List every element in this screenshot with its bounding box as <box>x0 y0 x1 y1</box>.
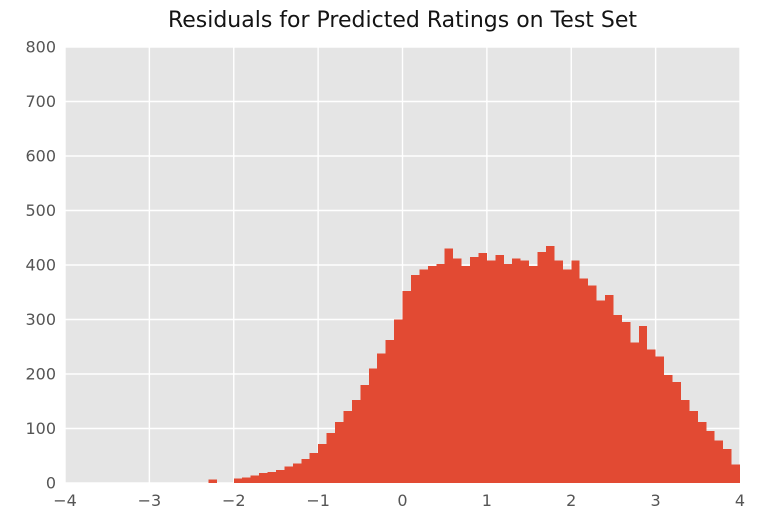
histogram-bar <box>545 245 555 483</box>
histogram-bar <box>697 421 707 483</box>
y-tick-label: 400 <box>25 256 56 275</box>
histogram-bar <box>562 269 572 483</box>
histogram-bar <box>537 251 546 483</box>
histogram-bar <box>486 260 496 483</box>
histogram-bar <box>478 253 487 483</box>
histogram-bar <box>394 319 403 483</box>
histogram-bar <box>495 255 504 483</box>
histogram-bar <box>250 475 260 483</box>
histogram-bar <box>309 453 319 483</box>
histogram-bar <box>318 443 327 483</box>
histogram-bar <box>284 466 293 483</box>
histogram-bar <box>706 431 715 483</box>
histogram-bar <box>233 478 243 483</box>
x-tick-label: −2 <box>222 491 246 510</box>
histogram-bar <box>360 384 369 483</box>
histogram-bar <box>259 473 268 483</box>
histogram-bar <box>731 464 740 483</box>
histogram-bar <box>680 400 690 483</box>
y-tick-label: 700 <box>25 92 56 111</box>
histogram-bar <box>385 340 395 483</box>
histogram-bar <box>672 382 681 483</box>
x-tick-label: 2 <box>566 491 576 510</box>
histogram-bar <box>242 477 251 483</box>
histogram-bar <box>613 315 622 483</box>
histogram-bar <box>453 258 462 483</box>
histogram-bar <box>520 260 530 483</box>
y-tick-label: 600 <box>25 147 56 166</box>
histogram-bar <box>461 266 470 483</box>
histogram-bar <box>419 269 428 483</box>
histogram-bar <box>596 300 605 483</box>
histogram-bar <box>529 266 538 483</box>
x-tick-label: 1 <box>482 491 492 510</box>
histogram-bar <box>335 421 344 483</box>
histogram-bar <box>301 459 310 483</box>
histogram-bar <box>630 342 639 483</box>
histogram-bar <box>655 356 665 483</box>
histogram-bar <box>275 469 285 483</box>
histogram-bar <box>402 291 411 483</box>
histogram-bar <box>368 368 378 483</box>
histogram-bar <box>638 326 648 483</box>
y-tick-label: 500 <box>25 201 56 220</box>
histogram-bar <box>436 263 445 483</box>
x-tick-label: −3 <box>138 491 162 510</box>
histogram-bar <box>267 472 276 483</box>
histogram-bar <box>427 266 437 483</box>
histogram-bar <box>503 263 513 483</box>
histogram-bar <box>723 449 732 483</box>
x-tick-label: 0 <box>397 491 407 510</box>
histogram-bar <box>554 260 563 483</box>
y-tick-label: 100 <box>25 419 56 438</box>
histogram-bar <box>326 432 335 483</box>
y-tick-label: 800 <box>25 38 56 57</box>
x-tick-label: −1 <box>306 491 330 510</box>
histogram-bar <box>292 463 302 483</box>
chart-title: Residuals for Predicted Ratings on Test … <box>167 8 638 33</box>
x-tick-label: 3 <box>651 491 661 510</box>
histogram-bar <box>571 260 580 483</box>
histogram-bar <box>621 322 631 483</box>
histogram-bar <box>512 258 521 483</box>
histogram-bar <box>664 375 673 483</box>
histogram-bar <box>605 294 614 483</box>
histogram-bar <box>343 411 352 483</box>
histogram-bar <box>714 440 724 483</box>
y-tick-label: 200 <box>25 365 56 384</box>
histogram-bar <box>410 274 420 483</box>
histogram-bar <box>579 278 589 483</box>
histogram-bar <box>689 411 698 483</box>
histogram-bar <box>647 349 656 483</box>
histogram-bar <box>351 400 361 483</box>
y-tick-label: 300 <box>25 310 56 329</box>
x-tick-label: 4 <box>735 491 745 510</box>
histogram-bar <box>377 353 386 483</box>
histogram-bar <box>588 285 597 483</box>
histogram-bar <box>444 248 454 483</box>
histogram-bar <box>470 256 479 483</box>
y-tick-label: 0 <box>46 474 56 493</box>
histogram-bar <box>208 479 217 483</box>
x-tick-label: −4 <box>53 491 77 510</box>
